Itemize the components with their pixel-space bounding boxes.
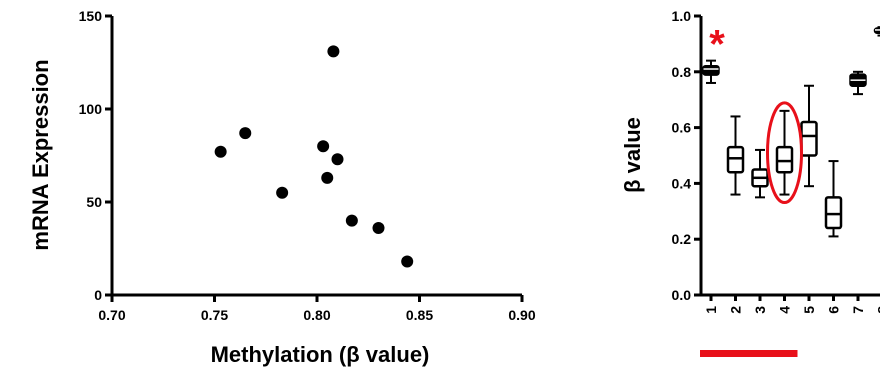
scatter-point [317,140,330,153]
box-iqr-rect [702,64,720,76]
box-y-axis-title: β value [620,117,645,193]
box-x-tick-label: 7 [850,306,866,314]
box-x-tick-label: 6 [826,306,842,314]
scatter-x-tick-label: 0.80 [303,307,330,323]
scatter-point [239,127,252,140]
box-x-tick-label: 4 [777,306,793,314]
scatter-point [276,186,289,199]
scatter-point [401,255,414,268]
scatter-y-tick-label: 100 [79,101,103,117]
scatter-x-tick-label: 0.85 [406,307,433,323]
box-x-tick-label: 5 [801,306,817,314]
box-y-tick-label: 0.6 [672,120,692,136]
box-x-tick-label: 3 [752,306,768,314]
scatter-point [327,45,340,58]
scatter-point [345,214,358,227]
scatter-point [321,171,334,184]
scatter-x-tick-label: 0.90 [508,307,535,323]
scatter-x-axis-title: Methylation (β value) [211,342,430,367]
scatter-x-tick-label: 0.75 [201,307,228,323]
significance-asterisk: * [709,23,725,67]
box-iqr-rect [775,145,794,174]
group-bracket-bar [700,350,798,357]
box-iqr-rect [824,196,843,230]
box-y-tick-label: 1.0 [672,8,692,24]
box-plot-chart: β value 0.0 0.2 0.4 0.6 0.8 1.0 1 23 45 67 8 * [620,8,880,357]
scatter-y-tick-label: 150 [79,8,103,24]
box-y-tick-label: 0.2 [672,231,692,247]
highlight-ellipse [766,101,803,205]
scatter-point [331,153,344,166]
box-y-tick-label: 0.8 [672,64,692,80]
scatter-point [372,222,385,235]
box-y-tick-label: 0.0 [672,287,692,303]
box-iqr-rect [726,145,745,174]
scatter-chart: mRNA Expression Methylation (β value) 0 5… [28,8,536,367]
scatter-y-tick-label: 50 [86,194,102,210]
scatter-y-axis-title: mRNA Expression [28,59,53,250]
box-x-tick-label: 2 [728,306,744,314]
box-x-tick-label: 1 [703,306,719,314]
scatter-y-tick-label: 0 [94,287,102,303]
scatter-x-tick-label: 0.70 [98,307,125,323]
box-y-tick-label: 0.4 [672,175,692,191]
scatter-point [214,145,227,158]
box-iqr-rect [800,120,818,157]
box-x-tick-label: 8 [875,306,880,314]
